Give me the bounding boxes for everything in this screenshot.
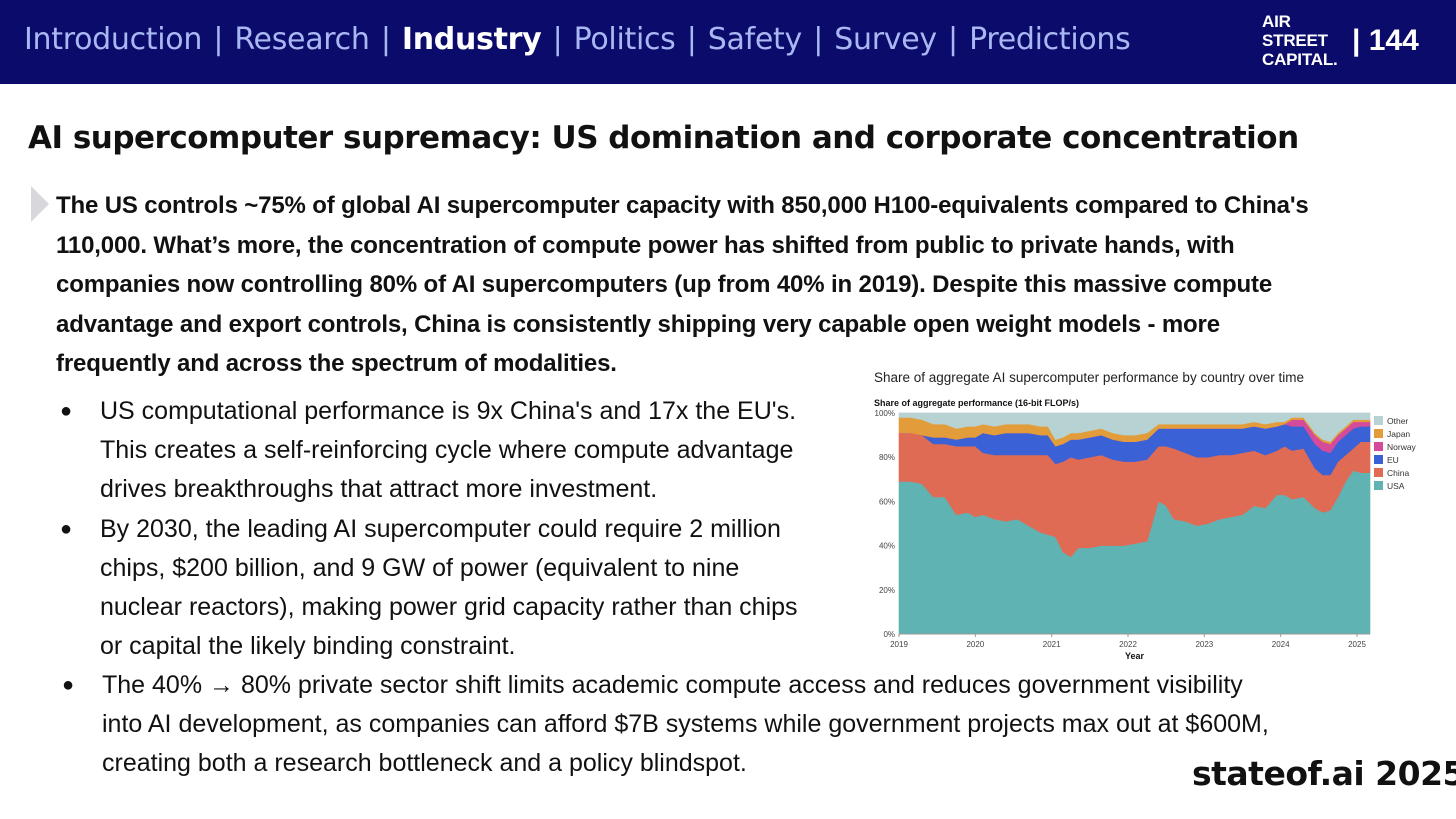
chart-xtick-label: 2024 xyxy=(1272,640,1290,649)
bullet-text: US computational performance is 9x China… xyxy=(100,392,796,509)
nav-item-industry[interactable]: Industry xyxy=(401,22,542,57)
nav-separator: | xyxy=(543,22,572,57)
chart-legend-swatch xyxy=(1374,442,1383,451)
logo-line-3: CAPITAL. xyxy=(1262,50,1338,69)
nav-separator: | xyxy=(677,22,706,57)
nav-separator: | xyxy=(803,22,833,57)
chart-legend-swatch xyxy=(1374,481,1383,490)
chart-xtick-label: 2023 xyxy=(1195,640,1213,649)
lead-paragraph: The US controls ~75% of global AI superc… xyxy=(56,186,1426,384)
chart-ytick-label: 40% xyxy=(879,542,895,551)
bullet-line: nuclear reactors), making power grid cap… xyxy=(100,593,798,621)
chart-legend-swatch xyxy=(1374,455,1383,464)
chart-xtick-label: 2025 xyxy=(1348,640,1366,649)
bullet-line: or capital the likely binding constraint… xyxy=(100,632,516,660)
chart-ytick-label: 80% xyxy=(879,453,895,462)
lead-line: The US controls ~75% of global AI superc… xyxy=(56,192,1309,219)
chart-ytick-label: 0% xyxy=(883,630,895,639)
chart-xtick-label: 2022 xyxy=(1119,640,1137,649)
lead-line: frequently and across the spectrum of mo… xyxy=(56,350,617,378)
nav-item-survey[interactable]: Survey xyxy=(834,22,937,57)
chart-legend-label: Japan xyxy=(1387,429,1410,439)
bullet-dot-icon: ● xyxy=(60,518,73,540)
nav-separator: | xyxy=(371,22,400,57)
lead-line: companies now controlling 80% of AI supe… xyxy=(56,271,1273,299)
slide-title: AI supercomputer supremacy: US dominatio… xyxy=(28,120,1299,156)
chart-legend-swatch xyxy=(1374,416,1383,425)
chart-legend-swatch xyxy=(1374,429,1383,438)
bullet-line: creating both a research bottleneck and … xyxy=(102,749,747,777)
nav-item-predictions[interactable]: Predictions xyxy=(969,22,1131,57)
top-nav-bar: Introduction | Research | Industry | Pol… xyxy=(0,0,1456,84)
lead-line: 110,000. What’s more, the concentration … xyxy=(56,231,1235,259)
chart-svg: Share of aggregate AI supercomputer perf… xyxy=(874,370,1417,661)
bullet-dot-icon: ● xyxy=(62,674,75,696)
chart-legend-label: USA xyxy=(1387,481,1405,491)
chart-legend-swatch xyxy=(1374,468,1383,477)
country-share-chart: Share of aggregate AI supercomputer perf… xyxy=(866,362,1426,667)
nav-item-research[interactable]: Research xyxy=(234,22,370,57)
bullet-line: By 2030, the leading AI supercomputer co… xyxy=(100,515,781,543)
chart-ylabel: Share of aggregate performance (16-bit F… xyxy=(874,398,1079,408)
nav-separator: | xyxy=(938,22,968,57)
nav-separator: | xyxy=(204,22,233,57)
air-street-capital-logo[interactable]: AIR STREET CAPITAL. xyxy=(1262,12,1338,69)
chart-ytick-label: 60% xyxy=(879,497,895,506)
bullet-text: The 40% → 80% private sector shift limit… xyxy=(102,666,1269,783)
bullet-line: chips, $200 billion, and 9 GW of power (… xyxy=(100,554,740,582)
nav-item-politics[interactable]: Politics xyxy=(573,22,676,57)
chart-legend-label: Norway xyxy=(1387,442,1417,452)
bullet-dot-icon: ● xyxy=(60,400,73,422)
bullet-line: This creates a self-reinforcing cycle wh… xyxy=(100,436,794,464)
bullet-line: The 40% → 80% private sector shift limit… xyxy=(102,671,1243,699)
logo-line-2: STREET xyxy=(1262,31,1328,50)
chart-ytick-label: 20% xyxy=(879,586,895,595)
bullet-line: into AI development, as companies can af… xyxy=(102,710,1269,738)
chart-legend-label: Other xyxy=(1387,416,1408,426)
chart-xlabel: Year xyxy=(1125,651,1145,661)
nav-item-introduction[interactable]: Introduction xyxy=(24,22,203,57)
page-number: | 144 xyxy=(1352,24,1419,57)
nav-item-safety[interactable]: Safety xyxy=(707,22,802,57)
bullet-line: drives breakthroughs that attract more i… xyxy=(100,475,658,503)
lead-arrow-icon xyxy=(31,186,49,222)
chart-ytick-label: 100% xyxy=(875,409,895,418)
bullet-line: US computational performance is 9x China… xyxy=(100,397,797,425)
bullet-text: By 2030, the leading AI supercomputer co… xyxy=(100,510,798,666)
footer-brand[interactable]: stateof.ai 2025 xyxy=(1192,754,1456,793)
logo-line-1: AIR xyxy=(1262,12,1291,31)
chart-legend-label: EU xyxy=(1387,455,1399,465)
lead-line: advantage and export controls, China is … xyxy=(56,310,1220,338)
chart-xtick-label: 2019 xyxy=(890,640,908,649)
chart-xtick-label: 2020 xyxy=(966,640,984,649)
section-nav: Introduction | Research | Industry | Pol… xyxy=(24,22,1131,57)
chart-area-other xyxy=(898,412,1371,443)
chart-title: Share of aggregate AI supercomputer perf… xyxy=(874,370,1304,385)
chart-xtick-label: 2021 xyxy=(1043,640,1061,649)
chart-legend-label: China xyxy=(1387,468,1409,478)
